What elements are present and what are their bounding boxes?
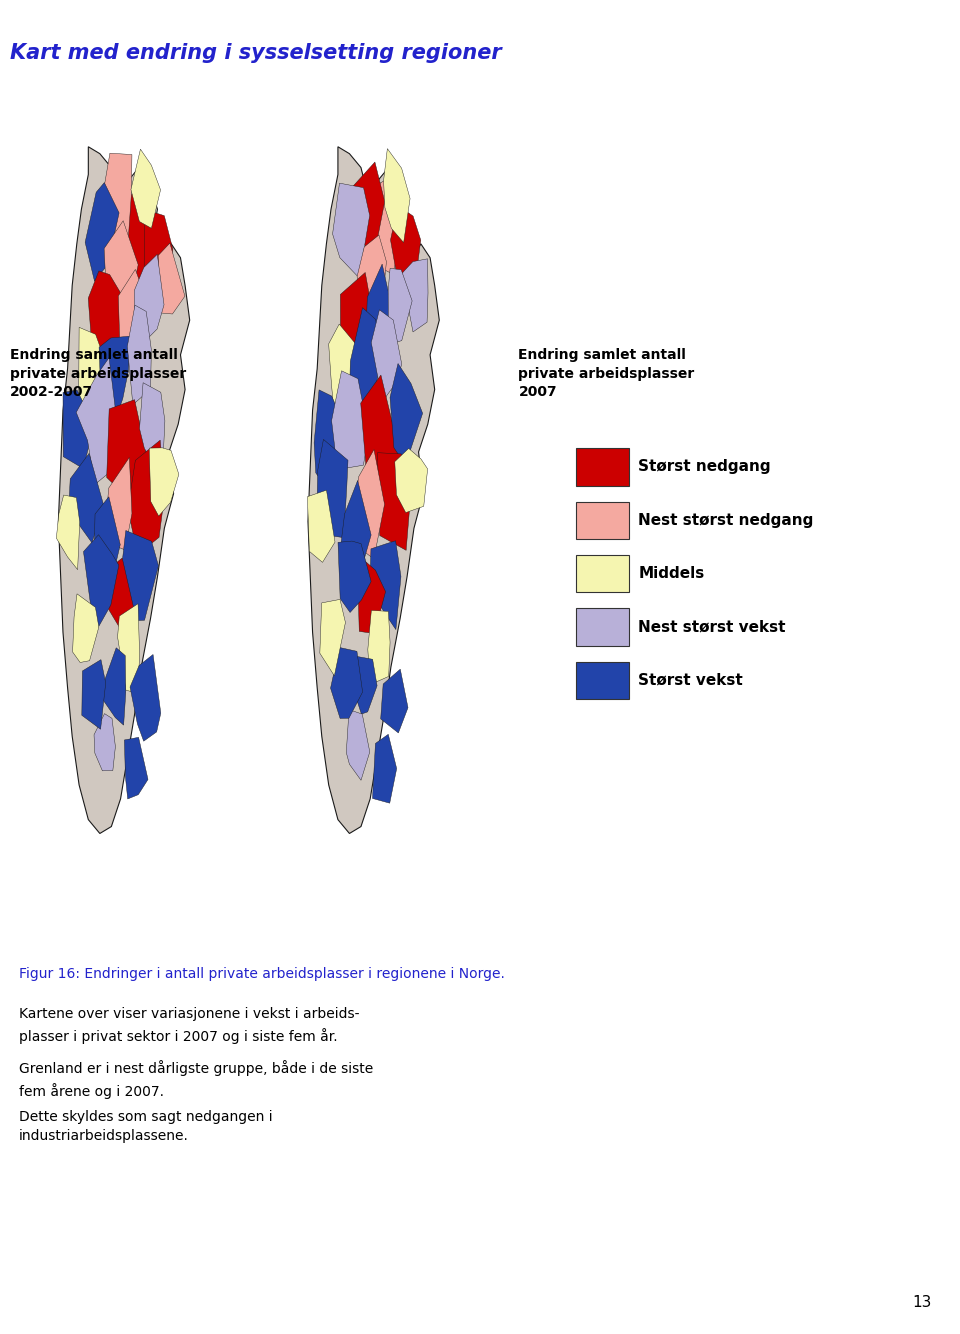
Polygon shape bbox=[352, 656, 377, 714]
Polygon shape bbox=[107, 400, 150, 510]
Polygon shape bbox=[149, 448, 179, 516]
Polygon shape bbox=[365, 264, 396, 378]
Polygon shape bbox=[120, 531, 158, 620]
Text: Middels: Middels bbox=[638, 566, 705, 582]
Polygon shape bbox=[57, 495, 80, 570]
Polygon shape bbox=[350, 161, 385, 260]
Polygon shape bbox=[117, 604, 139, 694]
Polygon shape bbox=[314, 390, 345, 498]
Polygon shape bbox=[395, 448, 427, 512]
Text: Endring samlet antall
private arbeidsplasser
2002-2007: Endring samlet antall private arbeidspla… bbox=[10, 348, 186, 399]
Polygon shape bbox=[370, 540, 401, 630]
Text: Dette skyldes som sagt nedgangen i
industriarbeidsplassene.: Dette skyldes som sagt nedgangen i indus… bbox=[19, 1110, 273, 1143]
Polygon shape bbox=[377, 452, 411, 551]
Text: Nest størst nedgang: Nest størst nedgang bbox=[638, 512, 814, 528]
Polygon shape bbox=[381, 670, 408, 732]
Text: Størst nedgang: Størst nedgang bbox=[638, 459, 771, 475]
Text: Figur 16: Endringer i antall private arbeidsplasser i regionene i Norge.: Figur 16: Endringer i antall private arb… bbox=[19, 967, 505, 980]
Polygon shape bbox=[102, 648, 126, 726]
Text: Størst vekst: Størst vekst bbox=[638, 672, 743, 688]
Polygon shape bbox=[131, 149, 160, 228]
Polygon shape bbox=[308, 147, 440, 834]
Polygon shape bbox=[372, 734, 396, 803]
Bar bbox=[576, 608, 629, 646]
Polygon shape bbox=[341, 272, 374, 364]
Polygon shape bbox=[103, 153, 132, 265]
Polygon shape bbox=[368, 611, 390, 684]
Polygon shape bbox=[99, 336, 131, 420]
Polygon shape bbox=[128, 305, 152, 404]
Polygon shape bbox=[139, 383, 165, 476]
Polygon shape bbox=[364, 177, 406, 273]
Polygon shape bbox=[307, 490, 335, 563]
Polygon shape bbox=[332, 183, 370, 277]
Polygon shape bbox=[118, 269, 150, 359]
Bar bbox=[576, 448, 629, 486]
Polygon shape bbox=[128, 440, 165, 555]
Polygon shape bbox=[361, 375, 402, 506]
Polygon shape bbox=[339, 480, 372, 571]
Polygon shape bbox=[320, 599, 346, 676]
Polygon shape bbox=[85, 183, 119, 281]
Polygon shape bbox=[330, 647, 363, 719]
Polygon shape bbox=[94, 496, 120, 582]
Polygon shape bbox=[144, 209, 173, 307]
Polygon shape bbox=[338, 542, 372, 612]
Polygon shape bbox=[111, 181, 152, 285]
Polygon shape bbox=[352, 450, 385, 559]
Text: Kart med endring i sysselsetting regioner: Kart med endring i sysselsetting regione… bbox=[10, 43, 501, 63]
Polygon shape bbox=[130, 655, 160, 742]
Polygon shape bbox=[84, 535, 119, 634]
Polygon shape bbox=[158, 243, 185, 313]
Text: 13: 13 bbox=[912, 1295, 931, 1310]
Text: Grenland er i nest dårligste gruppe, både i de siste
fem årene og i 2007.: Grenland er i nest dårligste gruppe, båd… bbox=[19, 1061, 373, 1099]
Text: Endring samlet antall
private arbeidsplasser
2007: Endring samlet antall private arbeidspla… bbox=[518, 348, 695, 399]
Polygon shape bbox=[388, 268, 412, 344]
Polygon shape bbox=[317, 439, 348, 538]
Text: Nest størst vekst: Nest størst vekst bbox=[638, 619, 786, 635]
Text: Kartene over viser variasjonene i vekst i arbeids-
plasser i privat sektor i 200: Kartene over viser variasjonene i vekst … bbox=[19, 1007, 360, 1043]
Polygon shape bbox=[358, 559, 386, 634]
Polygon shape bbox=[73, 594, 99, 663]
Polygon shape bbox=[79, 327, 108, 418]
Polygon shape bbox=[88, 271, 131, 363]
Bar bbox=[576, 502, 629, 539]
Polygon shape bbox=[357, 235, 387, 328]
Polygon shape bbox=[68, 454, 104, 543]
Polygon shape bbox=[104, 458, 132, 550]
Bar bbox=[576, 662, 629, 699]
Bar bbox=[576, 555, 629, 592]
Polygon shape bbox=[76, 358, 116, 484]
Polygon shape bbox=[391, 205, 420, 291]
Polygon shape bbox=[82, 659, 106, 730]
Polygon shape bbox=[59, 147, 190, 834]
Polygon shape bbox=[134, 255, 164, 339]
Polygon shape bbox=[328, 324, 359, 427]
Polygon shape bbox=[372, 309, 401, 402]
Polygon shape bbox=[349, 308, 381, 415]
Polygon shape bbox=[402, 259, 428, 332]
Polygon shape bbox=[106, 558, 133, 635]
Polygon shape bbox=[104, 220, 138, 303]
Polygon shape bbox=[390, 363, 422, 459]
Polygon shape bbox=[125, 738, 148, 799]
Polygon shape bbox=[384, 148, 410, 243]
Polygon shape bbox=[331, 371, 369, 470]
Polygon shape bbox=[94, 714, 115, 771]
Polygon shape bbox=[347, 710, 370, 780]
Polygon shape bbox=[63, 390, 94, 468]
